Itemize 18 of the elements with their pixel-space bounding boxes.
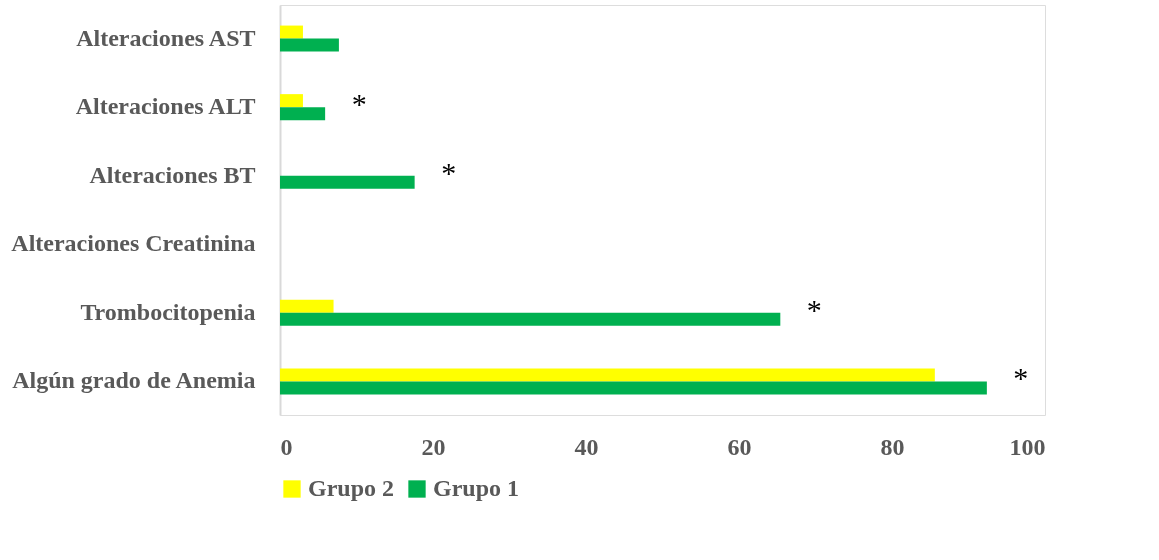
legend-label: Grupo 2: [308, 475, 395, 501]
x-tick-label: 60: [727, 433, 752, 460]
y-tick-label: Trombocitopenia: [80, 298, 256, 325]
x-tick-label: 100: [1009, 433, 1046, 460]
y-tick-label: Algún grado de Anemia: [12, 367, 256, 394]
x-tick-label: 20: [421, 433, 446, 460]
x-tick-label: 80: [880, 433, 905, 460]
annotation: *: [441, 155, 457, 189]
y-tick-label: Alteraciones ALT: [75, 93, 256, 120]
y-tick-label: Alteraciones Creatinina: [11, 230, 256, 257]
y-tick-label: Alteraciones AST: [76, 24, 256, 51]
annotation: *: [806, 292, 822, 326]
legend-label: Grupo 1: [433, 475, 520, 501]
x-tick-label: 0: [280, 433, 293, 460]
annotation: *: [351, 87, 367, 121]
annotation: *: [1013, 361, 1029, 395]
y-tick-label: Alteraciones BT: [89, 161, 256, 188]
x-tick-label: 40: [574, 433, 599, 460]
